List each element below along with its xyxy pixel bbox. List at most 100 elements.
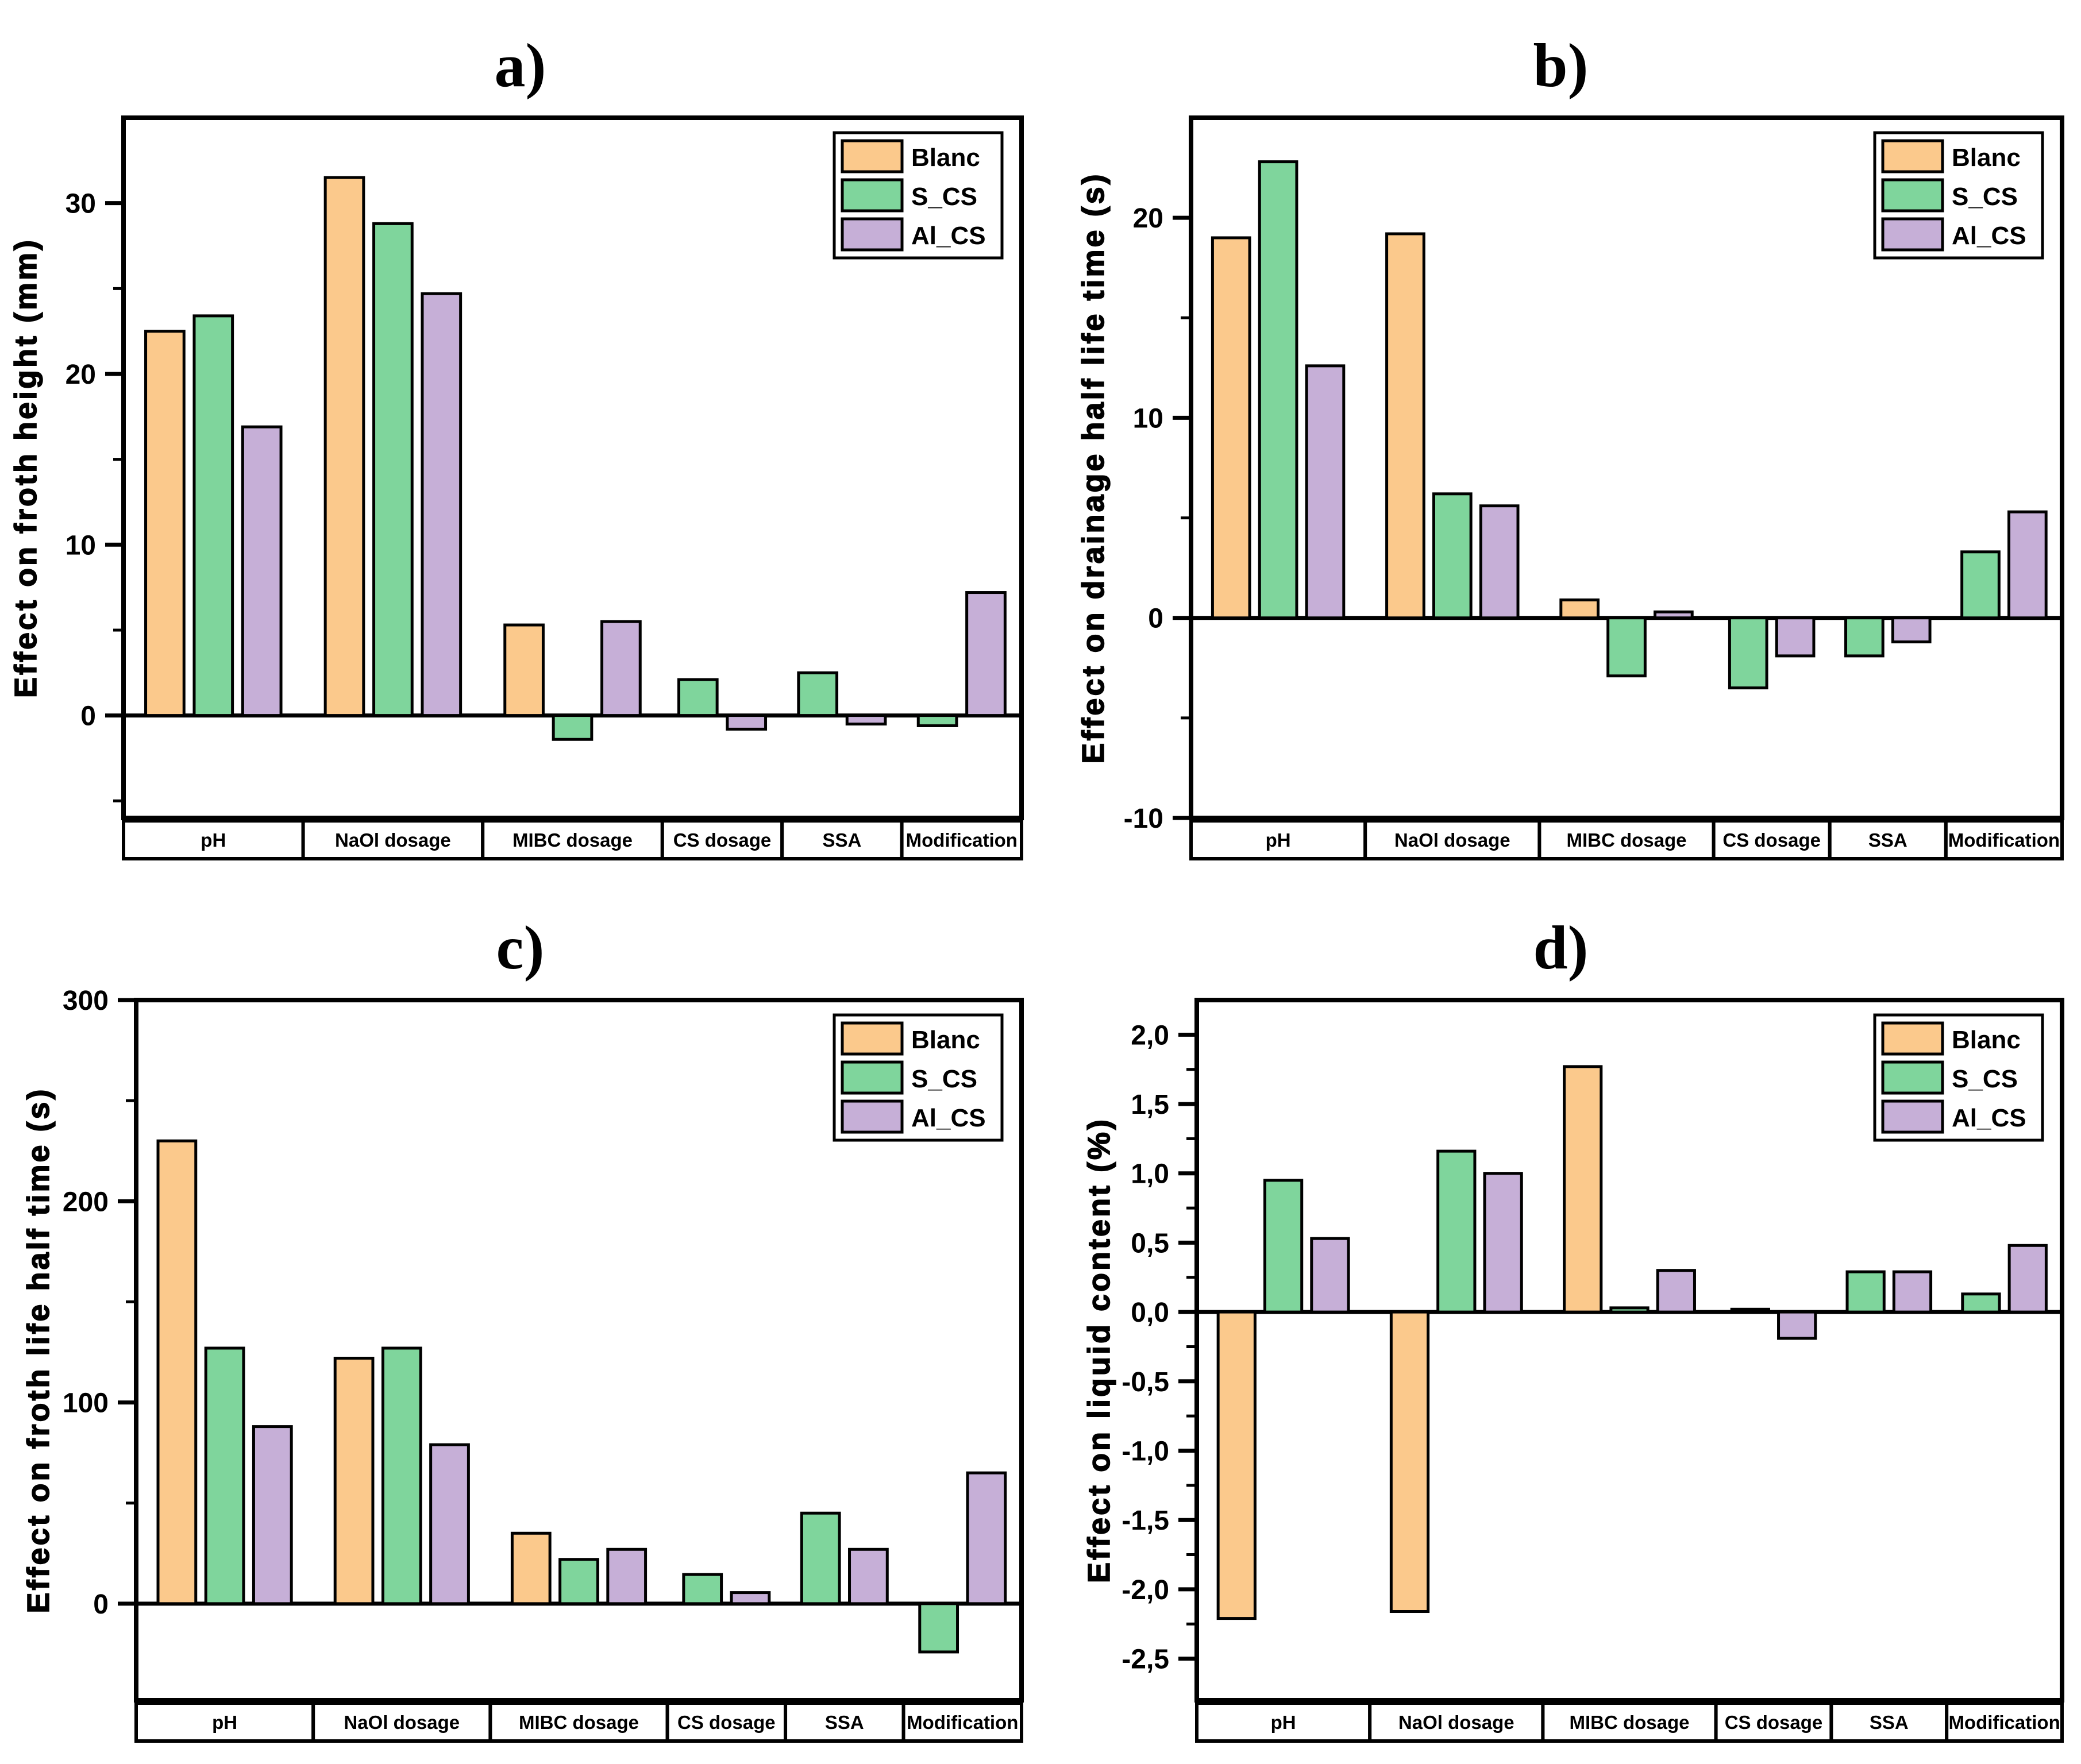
bar-S_CS-Modification bbox=[1960, 550, 2001, 620]
panel-title-d: d) bbox=[1533, 914, 1588, 982]
category-box-MIBC dosage bbox=[488, 1701, 669, 1743]
bar-S_CS-NaOl dosage bbox=[1432, 492, 1473, 620]
bar-S_CS-NaOl dosage bbox=[372, 222, 414, 717]
bar-S_CS-CS dosage bbox=[682, 1573, 723, 1605]
category-box-NaOl dosage bbox=[311, 1701, 492, 1743]
category-label-pH: pH bbox=[1271, 1712, 1296, 1733]
bar-Al_CS-MIBC dosage bbox=[1656, 1269, 1696, 1314]
legend-label-S_CS: S_CS bbox=[1952, 1065, 2018, 1093]
category-box-CS dosage bbox=[1712, 819, 1832, 860]
bar-Al_CS-SSA bbox=[1892, 1270, 1933, 1314]
category-box-Modification bbox=[1944, 819, 2064, 860]
category-label-CS dosage: CS dosage bbox=[1722, 829, 1821, 851]
panel-title-c: c) bbox=[496, 914, 545, 982]
bar-Al_CS-NaOl dosage bbox=[421, 292, 463, 717]
y-axis-label-d: Effect on liquid content (%) bbox=[1082, 1117, 1116, 1583]
legend-swatch-Blanc bbox=[1881, 1021, 1944, 1056]
category-label-SSA: SSA bbox=[825, 1712, 864, 1733]
bar-Al_CS-NaOl dosage bbox=[1479, 504, 1520, 620]
y-tick-label--0,5: -0,5 bbox=[1122, 1367, 1169, 1398]
category-label-CS dosage: CS dosage bbox=[677, 1712, 776, 1733]
chart-a-froth-height: a) 0 10 20 30 pH NaOl dosage MIBC dosage CS dosa… bbox=[0, 0, 1040, 882]
legend-label-Blanc: Blanc bbox=[911, 144, 980, 172]
y-tick-label-10: 10 bbox=[65, 530, 96, 561]
y-axis-label-a: Effect on froth height (mm) bbox=[9, 238, 43, 698]
bar-Al_CS-CS dosage bbox=[730, 1591, 771, 1605]
y-tick-label-300: 300 bbox=[63, 986, 109, 1016]
y-tick-label-1,0: 1,0 bbox=[1131, 1159, 1169, 1190]
panel-a: a) 0 10 20 30 pH NaOl dosage MIBC dosage CS dosa… bbox=[0, 0, 1040, 882]
bar-Al_CS-MIBC dosage bbox=[600, 620, 642, 717]
bar-S_CS-MIBC dosage bbox=[552, 714, 594, 741]
legend-swatch-S_CS bbox=[841, 1060, 904, 1095]
bar-Blanc-pH bbox=[1216, 1310, 1257, 1620]
category-label-Modification: Modification bbox=[906, 829, 1018, 851]
bar-Al_CS-Modification bbox=[965, 591, 1007, 717]
bar-Blanc-NaOl dosage bbox=[1385, 232, 1425, 620]
legend-swatch-S_CS bbox=[841, 178, 904, 213]
y-tick-label-30: 30 bbox=[65, 189, 96, 219]
bar-Al_CS-Modification bbox=[2007, 1244, 2048, 1314]
category-label-NaOl dosage: NaOl dosage bbox=[335, 829, 451, 851]
category-label-NaOl dosage: NaOl dosage bbox=[1394, 829, 1510, 851]
category-box-NaOl dosage bbox=[1363, 819, 1542, 860]
legend-label-Blanc: Blanc bbox=[1952, 144, 2021, 172]
y-tick-label-0,0: 0,0 bbox=[1131, 1298, 1169, 1328]
panel-c: c) 0 100 200 300 pH NaOl dosage MIBC dosage CS d… bbox=[0, 882, 1040, 1764]
legend-swatch-S_CS bbox=[1881, 178, 1944, 213]
bar-Blanc-MIBC dosage bbox=[510, 1531, 552, 1605]
chart-c-froth-life-half-time: c) 0 100 200 300 pH NaOl dosage MIBC dosage CS d… bbox=[0, 882, 1040, 1764]
bar-S_CS-pH bbox=[1258, 160, 1298, 620]
bar-S_CS-pH bbox=[192, 314, 234, 717]
category-box-pH bbox=[1195, 1701, 1372, 1743]
category-label-pH: pH bbox=[1266, 829, 1291, 851]
y-tick-label-10: 10 bbox=[1133, 403, 1163, 434]
y-tick-label-1,5: 1,5 bbox=[1131, 1090, 1169, 1120]
legend-label-Blanc: Blanc bbox=[911, 1026, 980, 1054]
bar-S_CS-MIBC dosage bbox=[1606, 616, 1647, 678]
category-label-Modification: Modification bbox=[1948, 829, 2060, 851]
category-label-Modification: Modification bbox=[1948, 1712, 2060, 1733]
bar-Blanc-MIBC dosage bbox=[1563, 1065, 1603, 1314]
plot-border bbox=[121, 115, 1024, 820]
category-label-SSA: SSA bbox=[1868, 829, 1907, 851]
legend-label-S_CS: S_CS bbox=[911, 183, 977, 211]
y-tick-label--1,0: -1,0 bbox=[1122, 1437, 1169, 1467]
y-tick-label--2,5: -2,5 bbox=[1122, 1645, 1169, 1675]
y-tick-label--2,0: -2,0 bbox=[1122, 1575, 1169, 1605]
category-box-MIBC dosage bbox=[1537, 819, 1716, 860]
y-axis-label-b: Effect on drainage half life time (s) bbox=[1076, 172, 1111, 763]
bar-Al_CS-Modification bbox=[966, 1471, 1007, 1605]
bar-Blanc-pH bbox=[144, 330, 186, 717]
legend-label-Al_CS: Al_CS bbox=[911, 1104, 986, 1132]
bar-Al_CS-pH bbox=[252, 1425, 293, 1605]
category-label-SSA: SSA bbox=[1870, 1712, 1909, 1733]
legend-label-Al_CS: Al_CS bbox=[1952, 1104, 2026, 1132]
panel-title-a: a) bbox=[495, 32, 546, 100]
y-axis-label-c: Effect on froth life half time (s) bbox=[21, 1087, 56, 1613]
category-label-Modification: Modification bbox=[907, 1712, 1018, 1733]
bar-Al_CS-CS dosage bbox=[1777, 1310, 1817, 1340]
bar-S_CS-Modification bbox=[1961, 1292, 2001, 1314]
y-tick-label-0: 0 bbox=[1148, 604, 1163, 634]
bar-S_CS-SSA bbox=[800, 1511, 841, 1605]
category-label-pH: pH bbox=[212, 1712, 237, 1733]
category-box-Modification bbox=[901, 1701, 1023, 1743]
bar-Al_CS-NaOl dosage bbox=[1483, 1172, 1523, 1314]
category-box-MIBC dosage bbox=[481, 819, 664, 860]
bar-Al_CS-CS dosage bbox=[1775, 616, 1816, 658]
bar-Blanc-NaOl dosage bbox=[323, 176, 365, 717]
legend-swatch-Blanc bbox=[841, 139, 904, 173]
bar-S_CS-CS dosage bbox=[677, 678, 719, 717]
bar-S_CS-CS dosage bbox=[1728, 616, 1768, 690]
y-tick-label-0: 0 bbox=[80, 701, 96, 732]
category-box-pH bbox=[134, 1701, 315, 1743]
plot-border bbox=[134, 998, 1024, 1703]
chart-b-drainage-half-life: b) -10 0 10 20 pH NaOl dosage MIBC dosage CS dos… bbox=[1040, 0, 2081, 882]
bar-Al_CS-pH bbox=[1305, 364, 1346, 620]
bar-Al_CS-MIBC dosage bbox=[1654, 610, 1694, 620]
category-label-MIBC dosage: MIBC dosage bbox=[512, 829, 633, 851]
legend-swatch-Al_CS bbox=[1881, 1099, 1944, 1134]
category-box-pH bbox=[122, 819, 305, 860]
plot-border bbox=[1194, 998, 2064, 1703]
